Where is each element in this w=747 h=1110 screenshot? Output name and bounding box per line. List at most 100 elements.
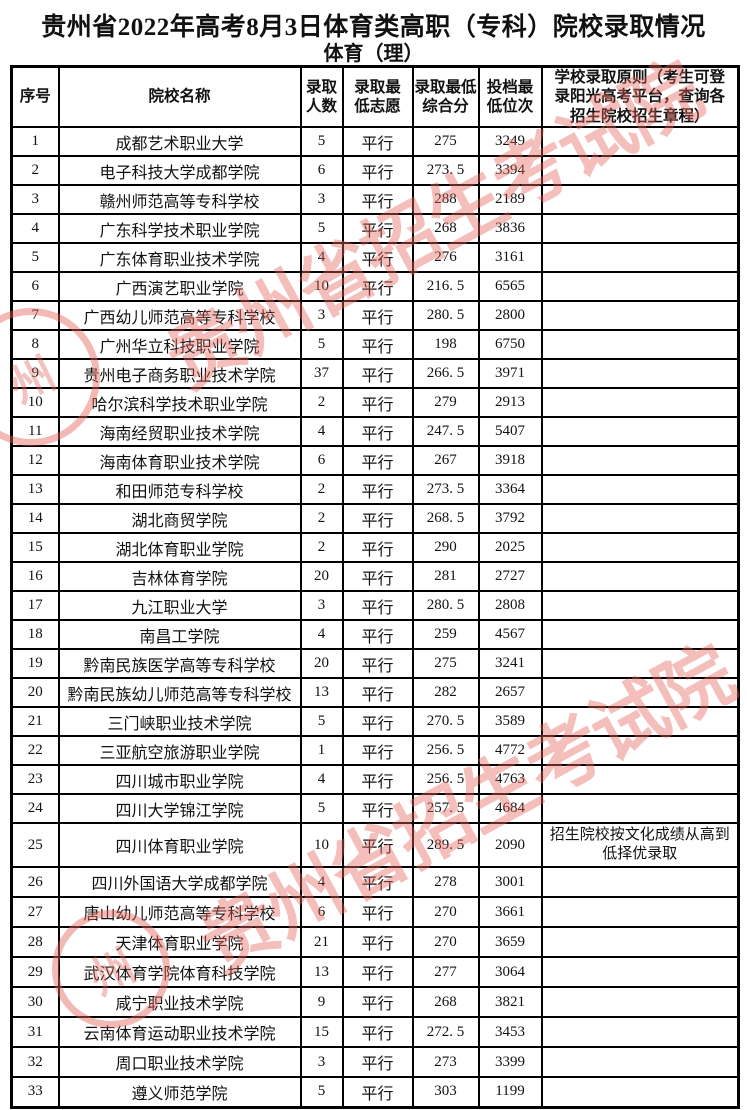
header-cell: 院校名称 bbox=[57, 65, 302, 129]
cell-preference: 平行 bbox=[341, 242, 414, 274]
cell-score: 303 bbox=[411, 1076, 480, 1109]
cell-rank: 3399 bbox=[477, 1046, 543, 1079]
cell-principle bbox=[540, 764, 740, 796]
cell-count: 5 bbox=[299, 126, 344, 158]
cell-name: 黔南民族医学高等专科学校 bbox=[57, 648, 302, 680]
cell-rank: 3453 bbox=[477, 1016, 543, 1049]
cell-rank: 6565 bbox=[477, 271, 543, 303]
cell-preference: 平行 bbox=[341, 986, 414, 1019]
cell-name: 黔南民族幼儿师范高等专科学校 bbox=[57, 677, 302, 709]
cell-score: 281 bbox=[411, 561, 480, 593]
cell-no: 28 bbox=[10, 926, 60, 959]
cell-score: 290 bbox=[411, 532, 480, 564]
cell-name: 湖北体育职业学院 bbox=[57, 532, 302, 564]
table-row: 25 四川体育职业学院 10 平行 289. 5 2090 招生院校按文化成绩从高到低择优录… bbox=[10, 822, 740, 869]
table-row: 10 哈尔滨科学技术职业学院 2 平行 279 2913 bbox=[10, 387, 740, 419]
cell-rank: 3659 bbox=[477, 926, 543, 959]
cell-name: 赣州师范高等专科学校 bbox=[57, 184, 302, 216]
cell-no: 25 bbox=[10, 822, 60, 869]
cell-preference: 平行 bbox=[341, 677, 414, 709]
cell-preference: 平行 bbox=[341, 445, 414, 477]
table-row: 24 四川大学锦江学院 5 平行 257. 5 4684 bbox=[10, 793, 740, 825]
cell-no: 17 bbox=[10, 590, 60, 622]
cell-rank: 3918 bbox=[477, 445, 543, 477]
cell-count: 37 bbox=[299, 358, 344, 390]
cell-count: 4 bbox=[299, 242, 344, 274]
cell-preference: 平行 bbox=[341, 590, 414, 622]
cell-name: 四川大学锦江学院 bbox=[57, 793, 302, 825]
table-row: 7 广西幼儿师范高等专科学校 3 平行 280. 5 2800 bbox=[10, 300, 740, 332]
cell-name: 海南经贸职业技术学院 bbox=[57, 416, 302, 448]
header-cell: 投档最 低位次 bbox=[477, 65, 543, 129]
cell-name: 唐山幼儿师范高等专科学校 bbox=[57, 896, 302, 929]
cell-name: 广东科学技术职业学院 bbox=[57, 213, 302, 245]
cell-rank: 2025 bbox=[477, 532, 543, 564]
table-row: 8 广州华立科技职业学院 5 平行 198 6750 bbox=[10, 329, 740, 361]
cell-preference: 平行 bbox=[341, 300, 414, 332]
cell-preference: 平行 bbox=[341, 822, 414, 869]
cell-no: 10 bbox=[10, 387, 60, 419]
cell-score: 277 bbox=[411, 956, 480, 989]
cell-no: 18 bbox=[10, 619, 60, 651]
cell-rank: 3161 bbox=[477, 242, 543, 274]
cell-no: 13 bbox=[10, 474, 60, 506]
cell-rank: 2800 bbox=[477, 300, 543, 332]
cell-no: 12 bbox=[10, 445, 60, 477]
cell-count: 5 bbox=[299, 793, 344, 825]
cell-no: 24 bbox=[10, 793, 60, 825]
cell-name: 南昌工学院 bbox=[57, 619, 302, 651]
table-row: 3 赣州师范高等专科学校 3 平行 288 2189 bbox=[10, 184, 740, 216]
cell-no: 3 bbox=[10, 184, 60, 216]
cell-preference: 平行 bbox=[341, 1046, 414, 1079]
cell-score: 289. 5 bbox=[411, 822, 480, 869]
cell-count: 6 bbox=[299, 445, 344, 477]
page-title: 贵州省2022年高考8月3日体育类高职（专科）院校录取情况 bbox=[41, 14, 706, 41]
cell-rank: 3249 bbox=[477, 126, 543, 158]
cell-count: 1 bbox=[299, 735, 344, 767]
cell-name: 三亚航空旅游职业学院 bbox=[57, 735, 302, 767]
table-row: 2 电子科技大学成都学院 6 平行 273. 5 3394 bbox=[10, 155, 740, 187]
cell-score: 282 bbox=[411, 677, 480, 709]
cell-count: 9 bbox=[299, 986, 344, 1019]
table-row: 20 黔南民族幼儿师范高等专科学校 13 平行 282 2657 bbox=[10, 677, 740, 709]
cell-name: 哈尔滨科学技术职业学院 bbox=[57, 387, 302, 419]
cell-count: 3 bbox=[299, 300, 344, 332]
cell-name: 湖北商贸学院 bbox=[57, 503, 302, 535]
cell-no: 32 bbox=[10, 1046, 60, 1079]
table-row: 11 海南经贸职业技术学院 4 平行 247. 5 5407 bbox=[10, 416, 740, 448]
cell-score: 275 bbox=[411, 126, 480, 158]
cell-count: 20 bbox=[299, 561, 344, 593]
cell-preference: 平行 bbox=[341, 956, 414, 989]
table-row: 19 黔南民族医学高等专科学校 20 平行 275 3241 bbox=[10, 648, 740, 680]
cell-no: 7 bbox=[10, 300, 60, 332]
cell-preference: 平行 bbox=[341, 866, 414, 899]
cell-rank: 3661 bbox=[477, 896, 543, 929]
cell-count: 2 bbox=[299, 387, 344, 419]
cell-preference: 平行 bbox=[341, 793, 414, 825]
cell-count: 20 bbox=[299, 648, 344, 680]
cell-score: 273. 5 bbox=[411, 155, 480, 187]
cell-score: 272. 5 bbox=[411, 1016, 480, 1049]
cell-no: 30 bbox=[10, 986, 60, 1019]
cell-principle bbox=[540, 503, 740, 535]
cell-rank: 2657 bbox=[477, 677, 543, 709]
table-row: 14 湖北商贸学院 2 平行 268. 5 3792 bbox=[10, 503, 740, 535]
table-row: 21 三门峡职业技术学院 5 平行 270. 5 3589 bbox=[10, 706, 740, 738]
cell-name: 九江职业大学 bbox=[57, 590, 302, 622]
cell-preference: 平行 bbox=[341, 561, 414, 593]
cell-score: 273 bbox=[411, 1046, 480, 1079]
cell-score: 216. 5 bbox=[411, 271, 480, 303]
cell-principle bbox=[540, 735, 740, 767]
table-row: 17 九江职业大学 3 平行 280. 5 2808 bbox=[10, 590, 740, 622]
cell-name: 天津体育职业学院 bbox=[57, 926, 302, 959]
table-row: 16 吉林体育学院 20 平行 281 2727 bbox=[10, 561, 740, 593]
cell-principle bbox=[540, 416, 740, 448]
cell-name: 四川城市职业学院 bbox=[57, 764, 302, 796]
cell-principle bbox=[540, 474, 740, 506]
cell-rank: 3394 bbox=[477, 155, 543, 187]
cell-no: 16 bbox=[10, 561, 60, 593]
cell-preference: 平行 bbox=[341, 1016, 414, 1049]
cell-score: 278 bbox=[411, 866, 480, 899]
cell-count: 5 bbox=[299, 213, 344, 245]
cell-preference: 平行 bbox=[341, 358, 414, 390]
